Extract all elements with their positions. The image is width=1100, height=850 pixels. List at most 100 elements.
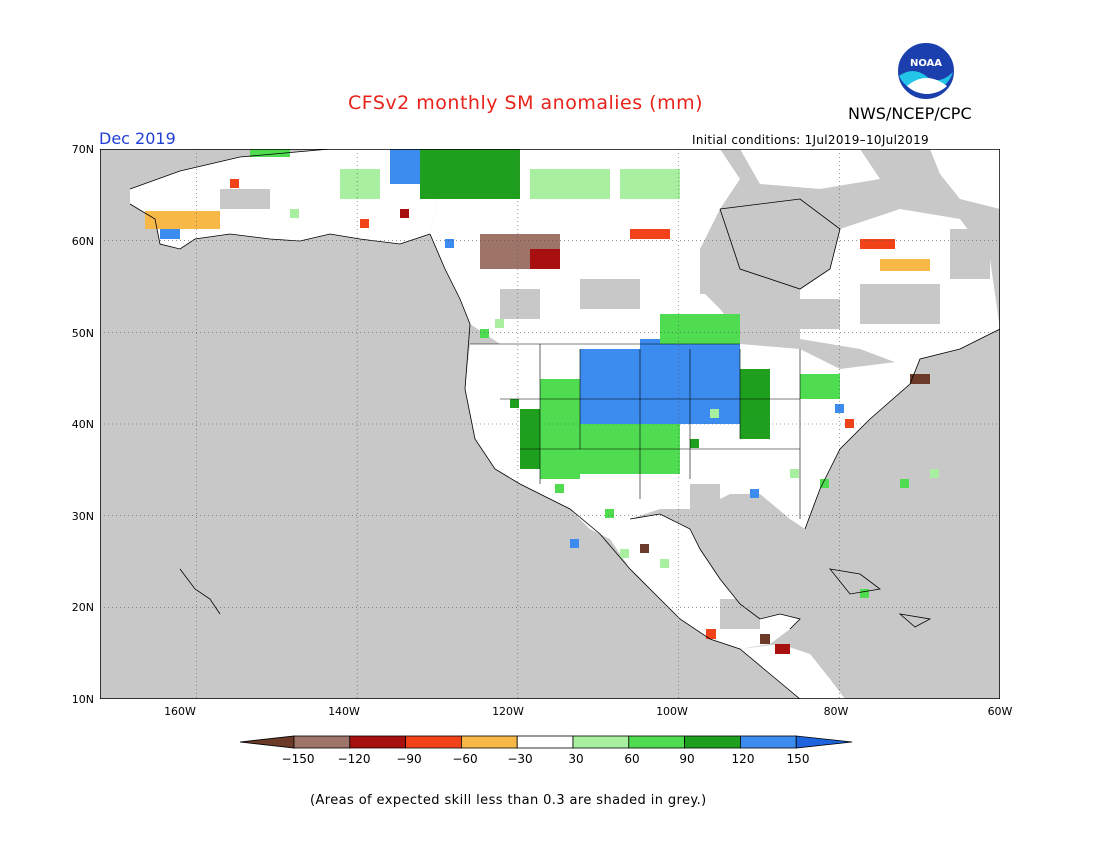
lat-label-60n: 60N xyxy=(71,235,94,248)
anomaly-cell xyxy=(530,249,560,269)
lon-label-60w: 60W xyxy=(987,705,1013,718)
colorbar-arrow-low xyxy=(239,735,295,749)
anomaly-map xyxy=(100,149,1000,699)
low-skill-shading xyxy=(220,189,990,629)
map-title: CFSv2 monthly SM anomalies (mm) xyxy=(348,92,704,114)
lat-label-30n: 30N xyxy=(71,510,94,523)
anomaly-cell xyxy=(230,179,239,188)
low-skill-cell xyxy=(760,289,800,329)
colorbar-label: 30 xyxy=(568,752,584,766)
lon-label-80w: 80W xyxy=(823,705,849,718)
colorbar-label: 60 xyxy=(624,752,640,766)
colorbar-swatch xyxy=(739,735,797,749)
agency-label: NWS/NCEP/CPC xyxy=(848,104,972,123)
anomaly-cell xyxy=(445,239,454,248)
state-borders xyxy=(470,343,801,519)
colorbar-swatch xyxy=(684,735,741,749)
colorbar xyxy=(239,735,853,749)
anomaly-cell xyxy=(390,149,420,184)
anomaly-cell xyxy=(400,209,409,218)
anomaly-cell xyxy=(860,239,895,249)
anomaly-cell xyxy=(900,479,909,488)
anomaly-cell xyxy=(250,149,290,157)
anomaly-cell xyxy=(930,469,939,478)
skill-footnote: (Areas of expected skill less than 0.3 a… xyxy=(310,793,707,808)
anomaly-cell xyxy=(540,379,580,479)
colorbar-arrow-high xyxy=(795,735,853,749)
lat-label-20n: 20N xyxy=(71,601,94,614)
anomaly-cell xyxy=(880,259,930,271)
anomaly-cell xyxy=(820,479,829,488)
anomaly-cell xyxy=(555,484,564,493)
lat-label-10n: 10N xyxy=(71,693,94,706)
colorbar-swatch xyxy=(349,735,407,749)
colorbar-label: −60 xyxy=(452,752,478,766)
anomaly-cell xyxy=(290,209,299,218)
anomaly-cell xyxy=(620,169,680,199)
anomaly-cell xyxy=(910,374,930,384)
colorbar-label: −90 xyxy=(396,752,422,766)
lat-label-40n: 40N xyxy=(71,418,94,431)
anomaly-cell xyxy=(630,229,670,239)
colorbar-label: −120 xyxy=(337,752,371,766)
anomaly-cell xyxy=(845,419,854,428)
noaa-logo-icon: NOAA xyxy=(896,41,956,101)
low-skill-cell xyxy=(580,279,640,309)
anomaly-cell xyxy=(740,369,770,439)
anomaly-cell xyxy=(706,629,716,639)
anomaly-cell xyxy=(750,489,759,498)
anomaly-cell xyxy=(835,404,844,413)
lon-label-120w: 120W xyxy=(492,705,524,718)
colorbar-label: 150 xyxy=(786,752,810,766)
low-skill-cell xyxy=(700,249,800,294)
coastlines xyxy=(129,149,1000,699)
anomaly-cell xyxy=(710,409,719,418)
low-skill-cell xyxy=(690,484,720,514)
anomaly-cell xyxy=(145,211,220,229)
colorbar-swatch xyxy=(628,735,685,749)
anomaly-cell xyxy=(360,219,369,228)
anomaly-cell xyxy=(690,439,699,448)
colorbar-label: 90 xyxy=(679,752,695,766)
colorbar-swatch xyxy=(572,735,630,749)
initial-conditions-label: Initial conditions: 1Jul2019–10Jul2019 xyxy=(692,133,929,147)
logo-text: NOAA xyxy=(910,58,942,69)
low-skill-cell xyxy=(860,284,940,324)
colorbar-label: −150 xyxy=(281,752,315,766)
anomaly-cell xyxy=(530,169,610,199)
anomaly-cell xyxy=(605,509,614,518)
low-skill-cell xyxy=(220,189,270,209)
anomaly-cell xyxy=(520,409,540,469)
low-skill-cell xyxy=(800,299,840,329)
anomaly-cell xyxy=(570,539,579,548)
anomaly-cell xyxy=(860,589,869,598)
anomaly-cell xyxy=(640,544,649,553)
anomaly-cell xyxy=(620,549,629,558)
low-skill-cell xyxy=(500,289,540,319)
anomaly-cell xyxy=(660,559,669,568)
anomaly-cell xyxy=(800,374,840,399)
colorbar-swatch xyxy=(405,735,462,749)
anomaly-cell xyxy=(790,469,799,478)
lon-label-160w: 160W xyxy=(164,705,196,718)
lat-label-50n: 50N xyxy=(71,327,94,340)
anomaly-cell xyxy=(510,399,519,408)
colorbar-label: −30 xyxy=(507,752,533,766)
colorbar-swatch xyxy=(293,735,351,749)
anomaly-cell xyxy=(775,644,790,654)
anomaly-cell xyxy=(420,149,520,199)
anomaly-cell xyxy=(160,229,180,239)
anomaly-cell xyxy=(495,319,504,328)
colorbar-swatch xyxy=(460,735,518,749)
lon-label-100w: 100W xyxy=(656,705,688,718)
valid-month-label: Dec 2019 xyxy=(99,129,176,148)
anomaly-cell xyxy=(760,634,770,644)
anomaly-cell xyxy=(340,169,380,199)
lat-label-70n: 70N xyxy=(71,143,94,156)
low-skill-cell xyxy=(950,229,990,279)
lon-label-140w: 140W xyxy=(328,705,360,718)
anomaly-cell xyxy=(480,329,489,338)
anomaly-cell xyxy=(660,314,740,344)
colorbar-swatch xyxy=(516,735,574,749)
colorbar-label: 120 xyxy=(731,752,755,766)
